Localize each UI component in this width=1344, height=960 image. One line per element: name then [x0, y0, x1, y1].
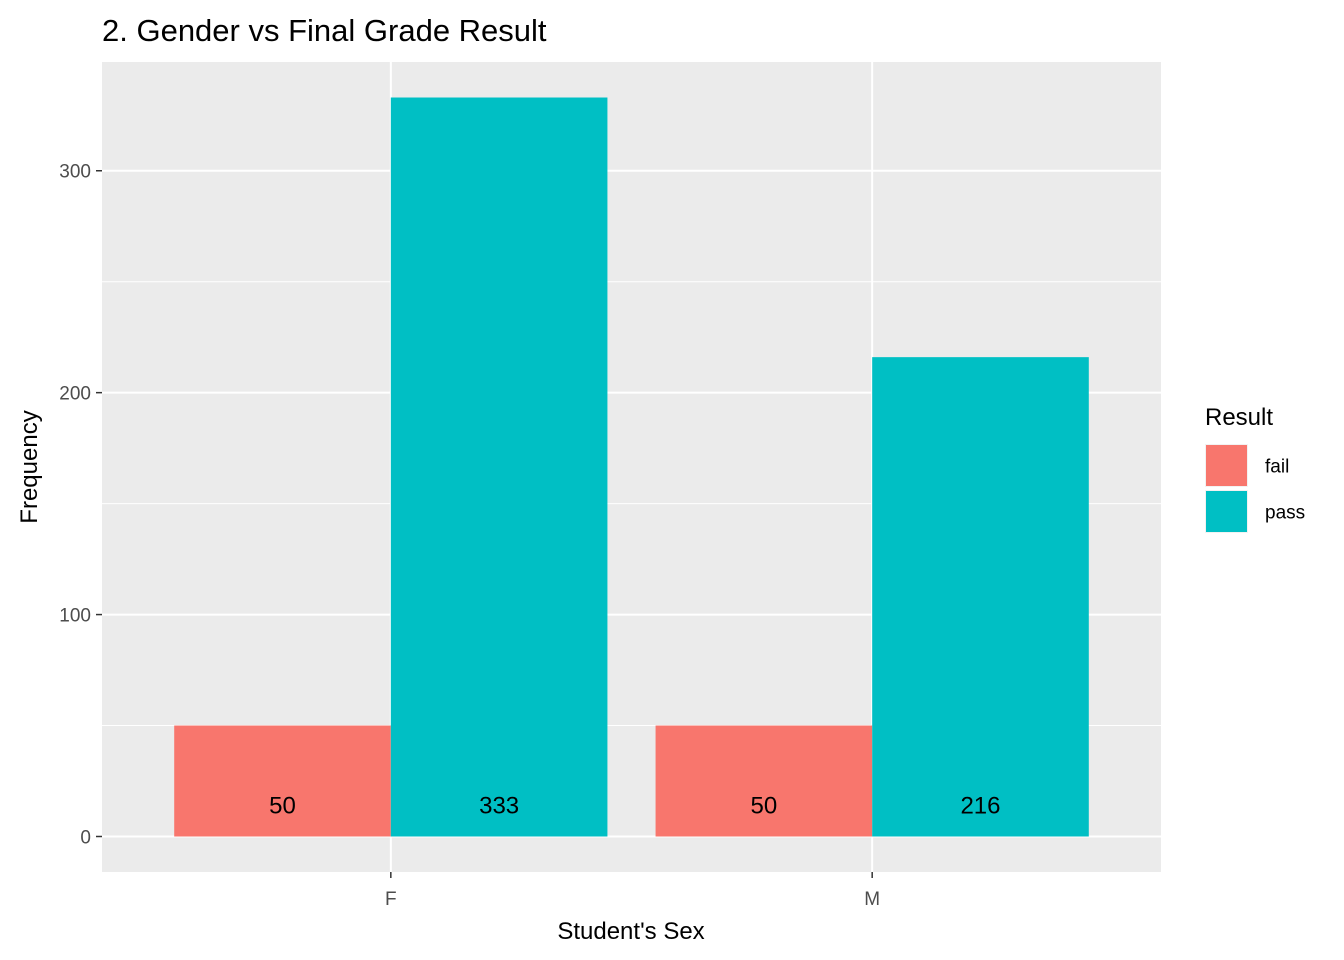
bar-label: 333	[479, 792, 519, 819]
bar-labels: 50 50 333 216	[269, 792, 1000, 819]
bars	[174, 97, 1089, 837]
legend: Result fail pass	[1205, 404, 1305, 533]
y-tick-label: 300	[59, 162, 91, 183]
legend-label-pass: pass	[1265, 503, 1305, 524]
x-axis-title: Student's Sex	[557, 918, 704, 945]
y-tick-label: 0	[80, 827, 91, 848]
legend-key-fail	[1206, 445, 1247, 486]
x-tick-label: M	[864, 889, 880, 910]
bar-label: 50	[269, 792, 296, 819]
y-tick-label: 200	[59, 384, 91, 405]
y-axis-title: Frequency	[16, 410, 43, 523]
chart-title: 2. Gender vs Final Grade Result	[102, 13, 547, 48]
y-axis: 0 100 200 300	[59, 162, 102, 848]
bar-label: 216	[960, 792, 1000, 819]
y-tick-label: 100	[59, 606, 91, 627]
bar-pass-M	[872, 357, 1089, 837]
bar-fail-F	[174, 725, 391, 837]
legend-key-pass	[1206, 491, 1247, 532]
bar-label: 50	[751, 792, 778, 819]
x-tick-label: F	[385, 889, 397, 910]
legend-title: Result	[1205, 404, 1273, 431]
legend-label-fail: fail	[1265, 457, 1289, 478]
bar-fail-M	[655, 725, 873, 837]
bar-pass-F	[390, 97, 608, 837]
